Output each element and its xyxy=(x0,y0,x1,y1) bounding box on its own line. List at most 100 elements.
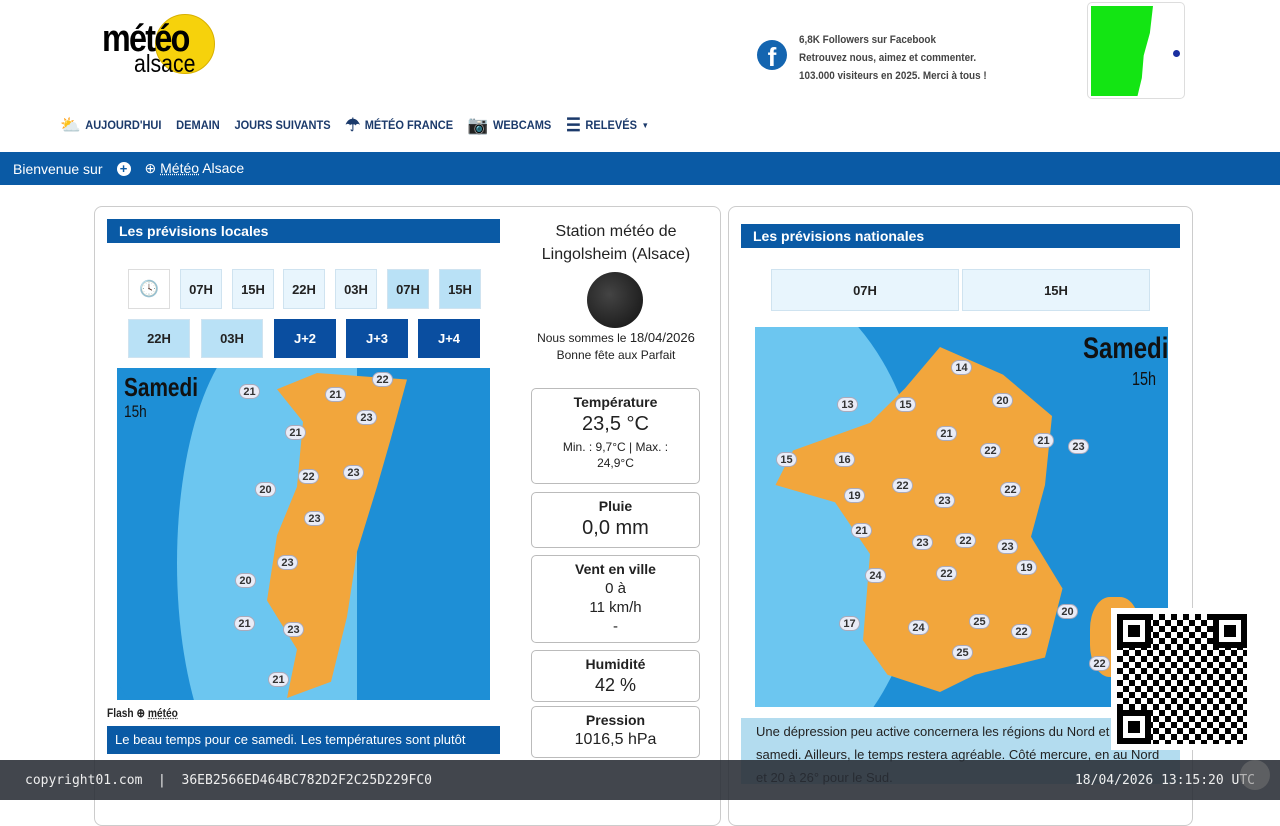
temperature-label: 21 xyxy=(851,523,872,538)
meteo-link[interactable]: Météo xyxy=(160,160,200,176)
station-title: Station météo de Lingolsheim (Alsace) xyxy=(541,223,691,263)
temperature-label: 23 xyxy=(356,410,377,425)
fete-text: Bonne fête aux Parfait xyxy=(556,348,676,362)
day-tab[interactable]: J+2 xyxy=(274,319,336,358)
card-label: Vent en ville xyxy=(575,561,656,577)
hour-tab[interactable]: 22H xyxy=(128,319,190,358)
local-forecast-map: Samedi 15h 22 21 21 23 21 22 23 20 23 23 20 21 23 21 xyxy=(117,368,490,700)
scroll-top-button[interactable] xyxy=(1240,760,1270,790)
visitors-text: 103.000 visiteurs en 2025. Merci à tous … xyxy=(799,70,987,82)
temperature-label: 23 xyxy=(912,535,933,550)
temperature-label: 23 xyxy=(277,555,298,570)
humidity-card: Humidité 42 % xyxy=(531,650,700,702)
date-prefix: Nous sommes le xyxy=(537,331,627,345)
temperature-label: 25 xyxy=(952,645,973,660)
site-logo[interactable]: météo alsace xyxy=(100,14,220,78)
temperature-label: 22 xyxy=(936,566,957,581)
card-label: Pluie xyxy=(598,498,633,514)
nav-webcams[interactable]: 📷 WEBCAMS xyxy=(468,115,551,136)
temperature-label: 22 xyxy=(298,469,319,484)
temperature-value: 23,5 °C xyxy=(582,413,649,435)
temperature-label: 19 xyxy=(844,488,865,503)
welcome-link[interactable]: ⊕ Météo Alsace xyxy=(144,160,245,176)
temperature-card: Température 23,5 °C Min. : 9,7°C | Max. … xyxy=(531,388,700,484)
welcome-suffix: Alsace xyxy=(202,160,245,176)
card-label: Température xyxy=(573,394,658,410)
moon-icon xyxy=(587,272,643,328)
wind-max: 11 km/h xyxy=(589,599,642,616)
nav-label: AUJOURD'HUI xyxy=(85,118,162,132)
temperature-label: 23 xyxy=(1068,439,1089,454)
hour-tab[interactable]: 03H xyxy=(201,319,263,358)
temperature-label: 22 xyxy=(1089,656,1110,671)
hour-tab[interactable]: 15H xyxy=(232,269,274,309)
temperature-label: 24 xyxy=(908,620,929,635)
hour-tab[interactable]: 07H xyxy=(387,269,429,309)
map-day: Samedi xyxy=(124,372,198,402)
facebook-info[interactable]: 6,8K Followers sur Facebook Retrouvez no… xyxy=(799,31,987,85)
temperature-label: 21 xyxy=(268,672,289,687)
flash-meteo: Flash ⊕ météo xyxy=(107,706,178,720)
wind-card: Vent en ville 0 à 11 km/h - xyxy=(531,555,700,643)
logo-sun xyxy=(155,14,215,74)
temperature-label: 22 xyxy=(372,372,393,387)
temperature-label: 24 xyxy=(865,568,886,583)
temperature-label: 21 xyxy=(325,387,346,402)
humidity-value: 42 % xyxy=(594,675,637,695)
hour-tab[interactable]: 07H xyxy=(180,269,222,309)
nav-label: DEMAIN xyxy=(176,118,220,132)
temperature-label: 20 xyxy=(255,482,276,497)
temperature-label: 22 xyxy=(980,443,1001,458)
temperature-label: 20 xyxy=(1057,604,1078,619)
wind-min: 0 à xyxy=(605,580,626,597)
temperature-label: 23 xyxy=(343,465,364,480)
tab-15h[interactable]: 15H xyxy=(962,269,1150,311)
nav-jours-suivants[interactable]: JOURS SUIVANTS xyxy=(234,118,330,132)
temperature-label: 22 xyxy=(892,478,913,493)
nav-releves[interactable]: ☰ RELEVÉS ▼ xyxy=(566,115,649,136)
flash-text: Le beau temps pour ce samedi. Les tempér… xyxy=(107,726,500,754)
vigilance-map[interactable] xyxy=(1087,2,1185,99)
card-label: Humidité xyxy=(585,656,646,672)
nav-aujourdhui[interactable]: ⛅ AUJOURD'HUI xyxy=(60,115,161,136)
flash-link[interactable]: météo xyxy=(147,706,178,720)
copyright-text: copyright01.com | 36EB2566ED464BC782D2F2… xyxy=(25,772,432,788)
pressure-card: Pression 1016,5 hPa xyxy=(531,706,700,758)
nav-label: RELEVÉS xyxy=(585,118,637,132)
temperature-label: 23 xyxy=(283,622,304,637)
hour-tab[interactable]: 22H xyxy=(283,269,325,309)
plus-icon[interactable]: + xyxy=(116,161,131,176)
map-hour: 15h xyxy=(1132,369,1157,389)
nav-demain[interactable]: DEMAIN xyxy=(176,118,220,132)
temperature-label: 21 xyxy=(234,616,255,631)
temperature-label: 23 xyxy=(997,539,1018,554)
day-tab[interactable]: J+4 xyxy=(418,319,480,358)
camera-icon: 📷 xyxy=(467,114,489,135)
temperature-label: 23 xyxy=(934,493,955,508)
facebook-text: Retrouvez nous, aimez et commenter. xyxy=(799,52,977,64)
temperature-label: 22 xyxy=(1011,624,1032,639)
temperature-label: 19 xyxy=(1016,560,1037,575)
logo-text: météo xyxy=(102,18,190,60)
pressure-value: 1016,5 hPa xyxy=(574,731,657,748)
welcome-bar: Bienvenue sur + ⊕ Météo Alsace xyxy=(0,152,1280,185)
wind-direction: - xyxy=(613,618,618,635)
hour-tab[interactable]: 15H xyxy=(439,269,481,309)
facebook-icon[interactable]: f xyxy=(757,40,787,72)
clock-icon[interactable]: 🕓 xyxy=(128,269,170,309)
umbrella-icon: ☂ xyxy=(345,114,361,135)
day-tab[interactable]: J+3 xyxy=(346,319,408,358)
qr-code xyxy=(1111,608,1253,750)
date-info: Nous sommes le 18/04/2026 Bonne fête aux… xyxy=(520,329,712,364)
footer-bar: copyright01.com | 36EB2566ED464BC782D2F2… xyxy=(0,760,1280,800)
temperature-label: 21 xyxy=(936,426,957,441)
section-header: Les prévisions locales xyxy=(107,219,500,243)
nav-meteo-france[interactable]: ☂ MÉTÉO FRANCE xyxy=(345,115,453,136)
nav-label: WEBCAMS xyxy=(493,118,552,132)
temperature-label: 15 xyxy=(776,452,797,467)
hour-tab[interactable]: 03H xyxy=(335,269,377,309)
temperature-minmax: Min. : 9,7°C | Max. : 24,9°C xyxy=(562,440,669,470)
tab-07h[interactable]: 07H xyxy=(771,269,959,311)
map-day: Samedi xyxy=(1083,332,1168,365)
temperature-label: 21 xyxy=(1033,433,1054,448)
